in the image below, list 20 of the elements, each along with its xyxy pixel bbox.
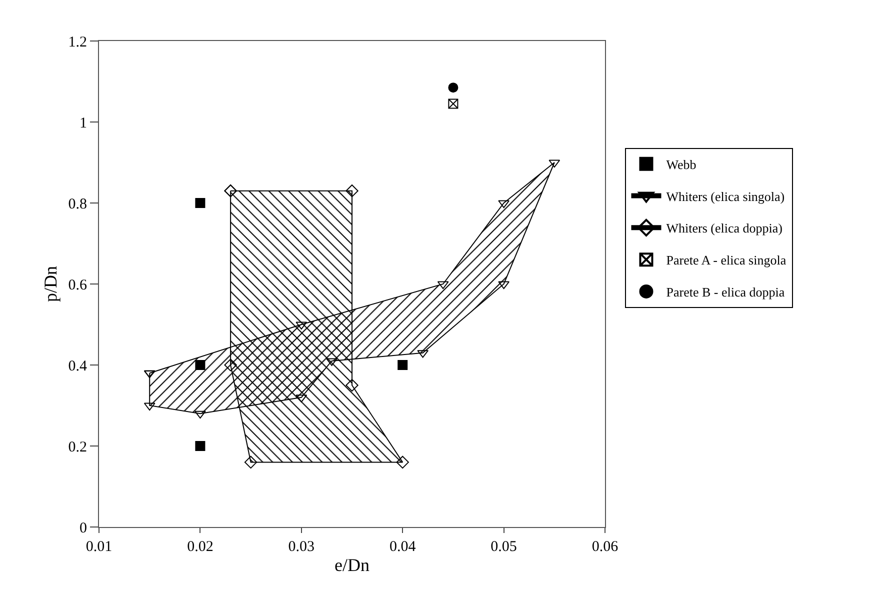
y-tick-label: 0.4 <box>68 358 88 374</box>
y-tick-label: 0 <box>80 520 87 536</box>
y-tick-label: 1.2 <box>68 34 87 50</box>
x-tick-label: 0.01 <box>86 539 112 555</box>
y-tick-label: 0.8 <box>68 196 87 212</box>
legend-label: Whiters (elica singola) <box>666 188 785 204</box>
x-tick-label: 0.02 <box>187 539 214 555</box>
legend-label: Parete B - elica doppia <box>666 284 785 300</box>
x-tick-label: 0.04 <box>389 539 416 555</box>
x-axis-title: e/Dn <box>334 555 370 576</box>
x-tick-label: 0.06 <box>592 539 619 555</box>
x-tick-label: 0.03 <box>288 539 315 555</box>
legend-label: Webb <box>666 156 696 172</box>
y-tick-label: 0.2 <box>68 439 87 456</box>
y-axis-title: p/Dn <box>40 266 60 302</box>
x-tick-label: 0.05 <box>490 539 517 555</box>
y-tick-label: 1 <box>80 115 87 132</box>
legend-label: Whiters (elica doppia) <box>666 220 782 236</box>
legend-label: Parete A - elica singola <box>666 252 786 268</box>
y-tick-label: 0.6 <box>68 277 88 294</box>
